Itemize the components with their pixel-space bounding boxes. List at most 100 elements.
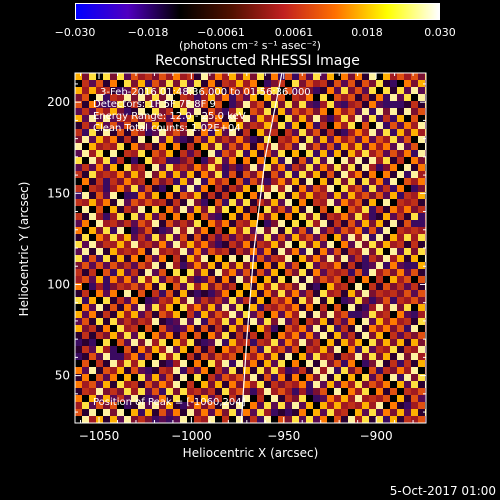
- heatmap-cell: [355, 143, 362, 150]
- heatmap-cell: [355, 297, 362, 304]
- heatmap-cell: [89, 290, 96, 297]
- heatmap-cell: [334, 220, 341, 227]
- heatmap-cell: [320, 381, 327, 388]
- heatmap-cell: [250, 241, 257, 248]
- heatmap-cell: [320, 157, 327, 164]
- heatmap-cell: [348, 94, 355, 101]
- heatmap-cell: [124, 360, 131, 367]
- heatmap-cell: [411, 115, 418, 122]
- heatmap-cell: [180, 409, 187, 416]
- heatmap-cell: [187, 220, 194, 227]
- heatmap-cell: [96, 332, 103, 339]
- heatmap-cell: [110, 213, 117, 220]
- heatmap-cell: [215, 94, 222, 101]
- colorbar: [75, 3, 440, 20]
- heatmap-cell: [348, 318, 355, 325]
- heatmap-cell: [236, 276, 243, 283]
- heatmap-cell: [110, 318, 117, 325]
- heatmap-cell: [257, 157, 264, 164]
- heatmap-cell: [194, 409, 201, 416]
- heatmap-cell: [411, 255, 418, 262]
- heatmap-cell: [187, 353, 194, 360]
- heatmap-cell: [89, 248, 96, 255]
- heatmap-cell: [334, 101, 341, 108]
- heatmap-cell: [369, 241, 376, 248]
- heatmap-cell: [369, 269, 376, 276]
- heatmap-cell: [187, 381, 194, 388]
- heatmap-cell: [103, 381, 110, 388]
- heatmap-cell: [257, 241, 264, 248]
- heatmap-cell: [313, 346, 320, 353]
- heatmap-cell: [173, 248, 180, 255]
- heatmap-cell: [201, 234, 208, 241]
- heatmap-cell: [257, 234, 264, 241]
- heatmap-cell: [229, 136, 236, 143]
- heatmap-cell: [145, 122, 152, 129]
- heatmap-cell: [299, 206, 306, 213]
- heatmap-cell: [194, 402, 201, 409]
- heatmap-cell: [89, 395, 96, 402]
- heatmap-cell: [383, 101, 390, 108]
- heatmap-cell: [355, 304, 362, 311]
- heatmap-cell: [362, 311, 369, 318]
- heatmap-cell: [166, 304, 173, 311]
- heatmap-cell: [229, 220, 236, 227]
- heatmap-cell: [208, 297, 215, 304]
- heatmap-cell: [313, 290, 320, 297]
- heatmap-cell: [159, 381, 166, 388]
- heatmap-cell: [187, 143, 194, 150]
- heatmap-cell: [145, 185, 152, 192]
- heatmap-cell: [369, 381, 376, 388]
- heatmap-cell: [411, 178, 418, 185]
- heatmap-cell: [320, 311, 327, 318]
- heatmap-cell: [320, 129, 327, 136]
- heatmap-cell: [320, 304, 327, 311]
- heatmap-cell: [362, 346, 369, 353]
- heatmap-cell: [75, 94, 82, 101]
- heatmap-cell: [208, 374, 215, 381]
- heatmap-cell: [152, 409, 159, 416]
- heatmap-cell: [397, 108, 404, 115]
- heatmap-cell: [138, 220, 145, 227]
- heatmap-cell: [292, 178, 299, 185]
- heatmap-cell: [124, 318, 131, 325]
- heatmap-cell: [103, 388, 110, 395]
- heatmap-cell: [362, 248, 369, 255]
- heatmap-cell: [103, 304, 110, 311]
- heatmap-cell: [320, 220, 327, 227]
- heatmap-cell: [320, 367, 327, 374]
- heatmap-cell: [334, 409, 341, 416]
- heatmap-cell: [131, 318, 138, 325]
- heatmap-cell: [250, 136, 257, 143]
- heatmap-cell: [145, 73, 152, 80]
- heatmap-cell: [313, 164, 320, 171]
- heatmap-cell: [222, 94, 229, 101]
- heatmap-cell: [180, 346, 187, 353]
- y-tick-label: 50: [55, 369, 70, 383]
- heatmap-cell: [173, 381, 180, 388]
- heatmap-cell: [278, 129, 285, 136]
- heatmap-cell: [355, 353, 362, 360]
- heatmap-cell: [215, 206, 222, 213]
- heatmap-cell: [306, 129, 313, 136]
- heatmap-cell: [194, 150, 201, 157]
- heatmap-cell: [82, 136, 89, 143]
- heatmap-cell: [383, 87, 390, 94]
- heatmap-cell: [306, 199, 313, 206]
- heatmap-cell: [117, 388, 124, 395]
- heatmap-cell: [383, 367, 390, 374]
- heatmap-cell: [355, 395, 362, 402]
- y-tick-label: 200: [47, 95, 70, 109]
- heatmap-cell: [124, 206, 131, 213]
- heatmap-cell: [348, 143, 355, 150]
- heatmap-cell: [215, 255, 222, 262]
- heatmap-cell: [229, 395, 236, 402]
- heatmap-cell: [278, 136, 285, 143]
- heatmap-cell: [390, 360, 397, 367]
- heatmap-cell: [152, 206, 159, 213]
- heatmap-cell: [201, 87, 208, 94]
- heatmap-cell: [292, 290, 299, 297]
- heatmap-cell: [194, 255, 201, 262]
- heatmap-cell: [376, 255, 383, 262]
- heatmap-cell: [208, 360, 215, 367]
